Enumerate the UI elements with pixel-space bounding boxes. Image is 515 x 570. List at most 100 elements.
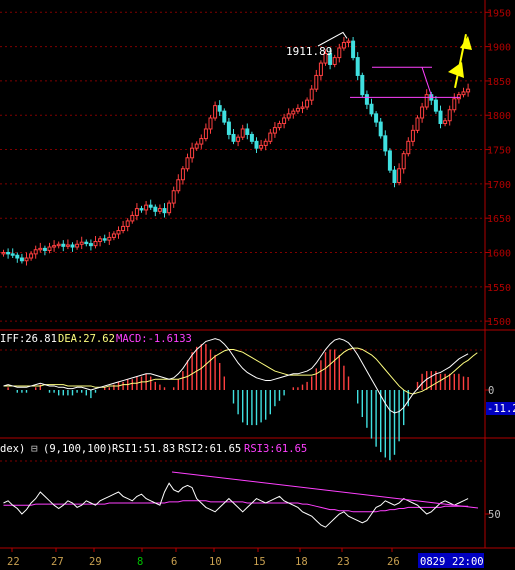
candle-body [93,241,98,247]
time-axis: 22 27 29 8 6 10 15 18 23 26 [7,548,400,568]
candle-body [240,128,245,138]
candle-body [107,236,112,241]
candle-body [65,244,70,247]
rsi-box-icon[interactable]: ⊟ [31,442,38,455]
rsi-name-label: dex) [0,443,25,455]
candle-body [116,230,121,235]
price-y-tick-label: 1850 [487,77,511,88]
candle-body [139,208,144,211]
time-tick-label: 23 [337,556,350,568]
candle-body [1,252,6,255]
candle-body [295,107,300,112]
candle-body [121,225,126,232]
price-y-tick-label: 1550 [487,283,511,294]
time-tick-label: 10 [209,556,222,568]
projection-arrowhead-icon [460,36,472,50]
rsi-params-label: (9,100,100) [43,443,113,455]
macd-diff-label: IFF:26.81 [0,333,57,345]
price-y-tick-label: 1700 [487,180,511,191]
candle-body [286,113,291,119]
candle-body [222,110,227,123]
candle-body [213,105,218,119]
candle-body [153,206,158,212]
candle-body [443,120,448,124]
rsi-slow-line [3,500,469,513]
time-tick-label: 22 [7,556,20,568]
candle-body [176,179,181,192]
candle-body [397,168,402,184]
candle-body [15,254,20,259]
candle-body [171,190,176,204]
candle-body [410,129,415,142]
time-tick-label: 6 [171,556,177,568]
candle-body [461,91,466,96]
price-y-tick-label: 1900 [487,43,511,54]
candle-body [314,74,319,90]
candle-body [466,88,471,93]
candle-body [148,204,153,208]
price-y-axis: 1950 1900 1850 1800 1750 1700 1650 1600 1550 1500 [485,8,511,328]
candle-body [61,243,66,247]
trend-connector [421,67,433,98]
candle-body [438,110,443,124]
candle-body [33,249,38,255]
candle-body [10,253,15,256]
candle-body [346,40,351,43]
candle-body [167,202,172,214]
macd-dea-label: DEA:27.62 [58,333,115,345]
price-grid [0,11,485,322]
candle-body [52,245,57,248]
candle-body [328,52,333,65]
candle-body [323,52,328,64]
rsi2-label: RSI2:61.65 [178,443,241,455]
rsi-trend-line [171,471,479,509]
candle-body [309,88,314,101]
candle-body [102,238,107,241]
candle-body [360,74,365,96]
candle-body [420,106,425,119]
candle-body [47,246,52,251]
candle-body [341,41,346,49]
high-leader-line [317,31,348,47]
yellow-arrow-icon [448,62,464,78]
candle-body [259,144,264,149]
candle-body [401,153,406,170]
candle-body [98,238,103,243]
candle-body [355,57,360,76]
rsi1-line [3,482,469,528]
price-y-tick-label: 1750 [487,146,511,157]
price-y-tick-label: 1500 [487,317,511,328]
candle-body [249,133,254,142]
macd-zero-label: 0 [488,385,494,397]
cursor-time-box [418,553,484,568]
time-tick-label: 27 [51,556,64,568]
candle-body [268,132,273,142]
candle-body [383,135,388,152]
candle-body [374,113,379,123]
rsi-lines [3,471,479,528]
candle-body [38,247,43,251]
candle-body [456,94,461,100]
price-y-tick-label: 1800 [487,111,511,122]
macd-dea-line [3,347,478,395]
macd-diff-line [3,338,469,414]
candle-body [29,253,34,259]
candle-body [79,241,84,245]
candle-body [157,208,162,212]
price-annotations: 1911.89 [286,31,472,98]
rsi1-label: RSI1:51.83 [112,443,175,455]
candle-body [130,214,135,222]
candle-body [70,244,75,248]
candle-body [337,47,342,59]
candle-body [263,140,268,146]
price-y-tick-label: 1950 [487,8,511,19]
candle-body [291,110,296,115]
candles [1,37,471,266]
candle-body [134,208,139,216]
candle-body [452,98,457,111]
candle-body [424,94,429,108]
candle-body [19,257,24,262]
candle-body [305,99,310,108]
candle-body [392,169,397,184]
